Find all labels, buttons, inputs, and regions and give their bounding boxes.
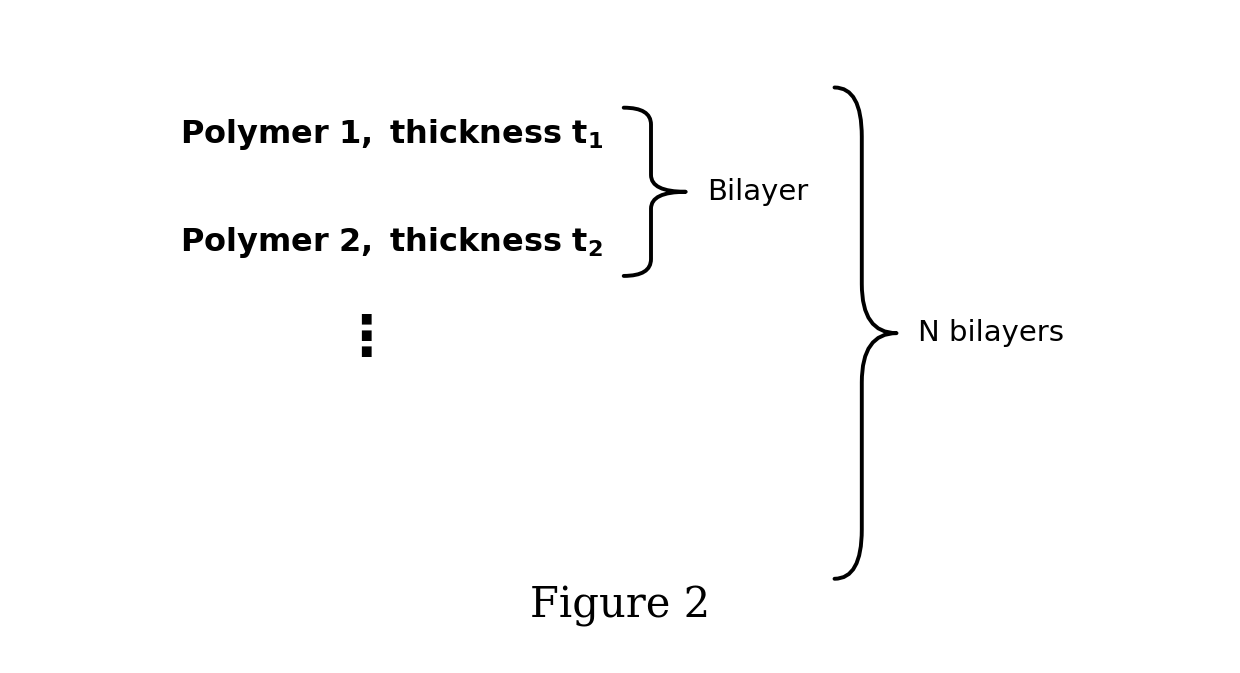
Text: Figure 2: Figure 2 — [529, 585, 711, 627]
Text: $\bf{Polymer\ 1,\ thickness\ t_1}$: $\bf{Polymer\ 1,\ thickness\ t_1}$ — [180, 117, 603, 152]
Text: ⋮: ⋮ — [339, 313, 393, 367]
Text: Bilayer: Bilayer — [707, 178, 808, 206]
Text: N bilayers: N bilayers — [918, 319, 1064, 347]
Text: $\bf{Polymer\ 2,\ thickness\ t_2}$: $\bf{Polymer\ 2,\ thickness\ t_2}$ — [180, 225, 603, 260]
